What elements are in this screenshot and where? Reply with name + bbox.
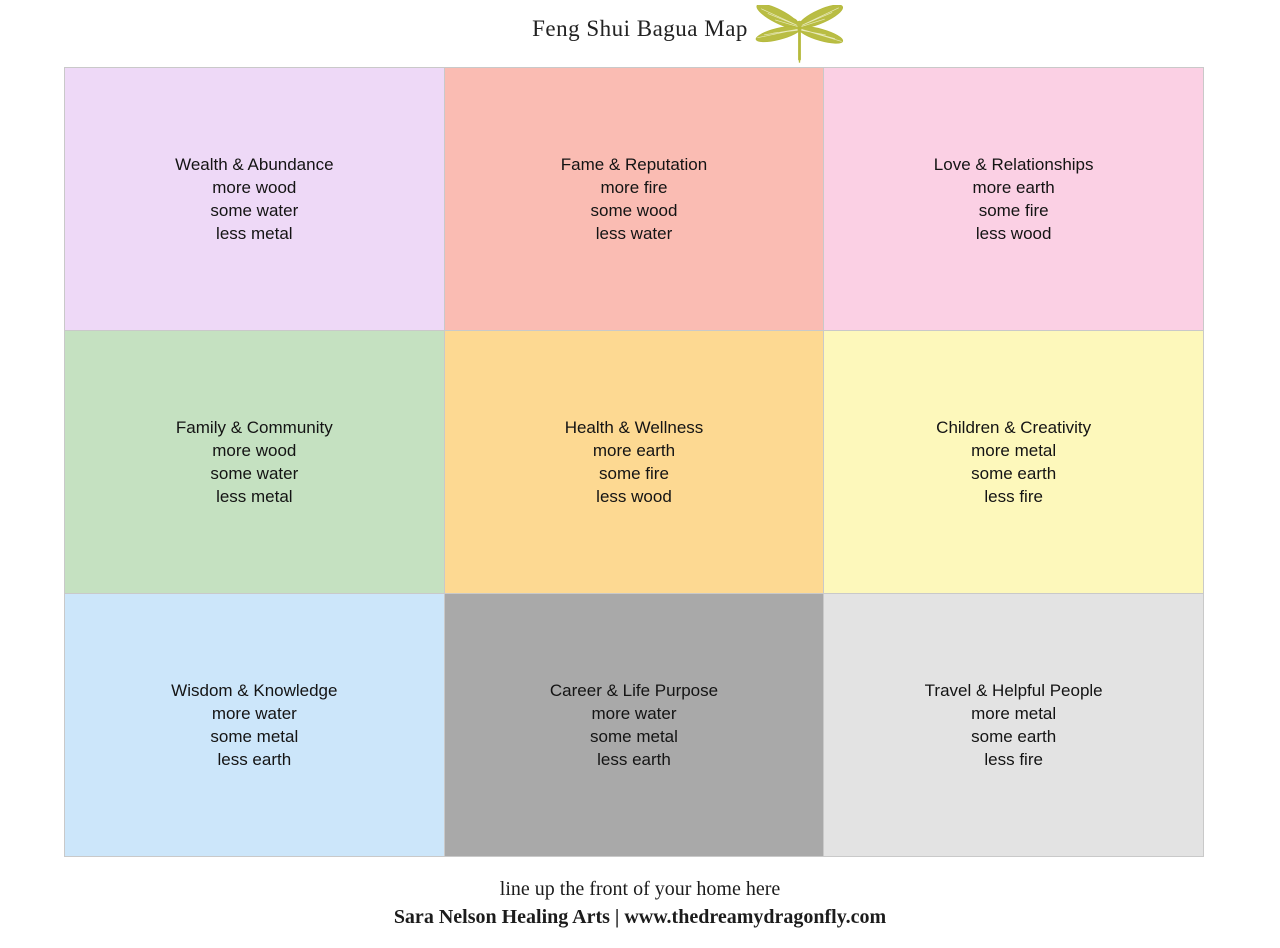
footer: line up the front of your home here Sara… bbox=[0, 857, 1280, 929]
bagua-cell-wealth-abundance: Wealth & Abundance more wood some water … bbox=[65, 68, 444, 330]
dragonfly-icon bbox=[755, 5, 844, 63]
cell-title: Children & Creativity bbox=[936, 418, 1092, 437]
bagua-cell-travel-helpful-people: Travel & Helpful People more metal some … bbox=[824, 594, 1203, 856]
bagua-cell-love-relationships: Love & Relationships more earth some fir… bbox=[824, 68, 1203, 330]
cell-line: some fire bbox=[599, 464, 669, 483]
cell-line: some water bbox=[210, 201, 299, 220]
cell-line: more earth bbox=[972, 178, 1055, 197]
cell-line: less earth bbox=[597, 750, 671, 769]
cell-line: more water bbox=[591, 704, 677, 723]
cell-line: less metal bbox=[216, 487, 293, 506]
footer-alignment-note: line up the front of your home here bbox=[499, 878, 781, 900]
cell-line: more metal bbox=[971, 441, 1057, 460]
cell-line: less wood bbox=[975, 224, 1052, 243]
cell-line: more wood bbox=[212, 441, 297, 460]
cell-title: Fame & Reputation bbox=[560, 155, 708, 174]
bagua-cell-family-community: Family & Community more wood some water … bbox=[65, 331, 444, 593]
bagua-cell-career-life-purpose: Career & Life Purpose more water some me… bbox=[444, 594, 824, 856]
cell-title: Love & Relationships bbox=[933, 155, 1094, 174]
bagua-cell-health-wellness: Health & Wellness more earth some fire l… bbox=[444, 331, 824, 593]
cell-title: Wealth & Abundance bbox=[175, 155, 334, 174]
cell-line: less earth bbox=[217, 750, 292, 769]
bagua-cell-children-creativity: Children & Creativity more metal some ea… bbox=[824, 331, 1203, 593]
cell-line: some metal bbox=[590, 727, 678, 746]
cell-title: Family & Community bbox=[175, 418, 333, 437]
bagua-cell-wisdom-knowledge: Wisdom & Knowledge more water some metal… bbox=[65, 594, 444, 856]
cell-title: Career & Life Purpose bbox=[549, 681, 719, 700]
cell-line: some fire bbox=[978, 201, 1049, 220]
cell-line: some earth bbox=[971, 727, 1057, 746]
cell-line: less fire bbox=[984, 750, 1043, 769]
cell-line: some metal bbox=[210, 727, 299, 746]
cell-line: less wood bbox=[596, 487, 672, 506]
header: Feng Shui Bagua Map bbox=[0, 0, 1280, 67]
cell-title: Travel & Helpful People bbox=[924, 681, 1103, 700]
cell-line: less water bbox=[595, 224, 673, 243]
bagua-grid: Wealth & Abundance more wood some water … bbox=[64, 67, 1204, 857]
footer-credit: Sara Nelson Healing Arts | www.thedreamy… bbox=[393, 906, 887, 928]
cell-line: more earth bbox=[592, 441, 676, 460]
cell-line: some water bbox=[210, 464, 299, 483]
cell-title: Wisdom & Knowledge bbox=[171, 681, 338, 700]
cell-line: less metal bbox=[216, 224, 293, 243]
page-title: Feng Shui Bagua Map bbox=[532, 16, 748, 41]
cell-title: Health & Wellness bbox=[564, 418, 704, 437]
cell-line: more fire bbox=[600, 178, 668, 197]
bagua-cell-fame-reputation: Fame & Reputation more fire some wood le… bbox=[444, 68, 824, 330]
cell-line: more wood bbox=[212, 178, 297, 197]
cell-line: more water bbox=[211, 704, 297, 723]
cell-line: more metal bbox=[971, 704, 1057, 723]
cell-line: some wood bbox=[590, 201, 678, 220]
cell-line: less fire bbox=[984, 487, 1043, 506]
cell-line: some earth bbox=[971, 464, 1057, 483]
